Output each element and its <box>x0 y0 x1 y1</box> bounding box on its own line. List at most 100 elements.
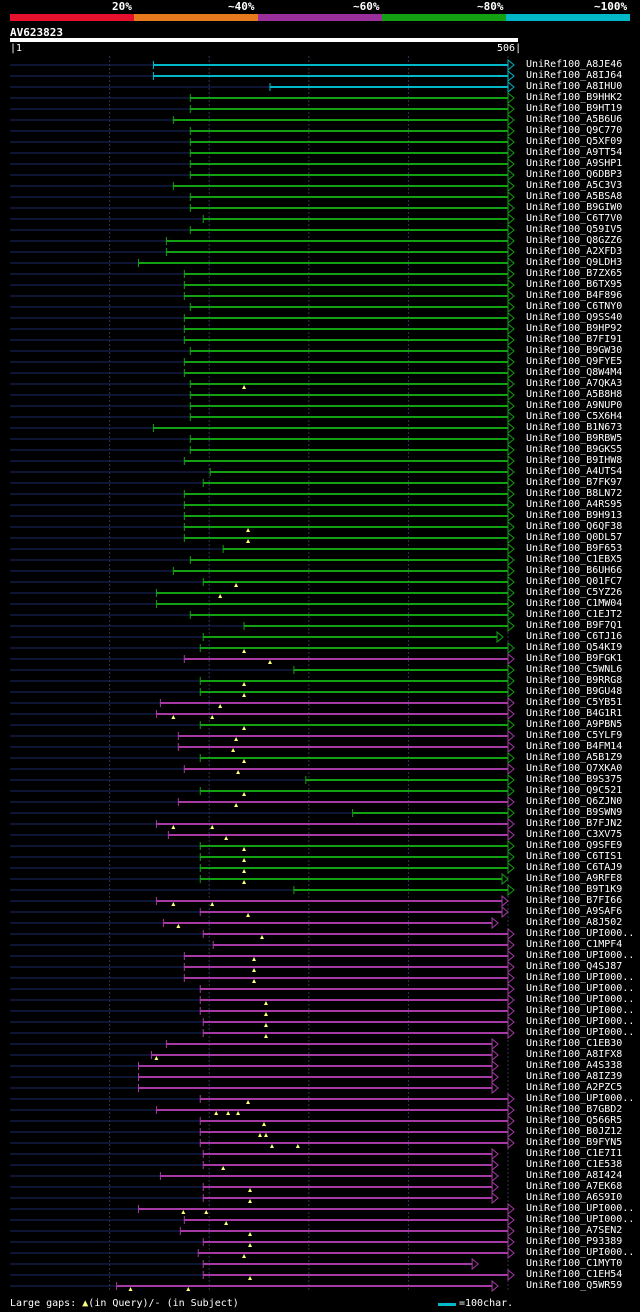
hit-label[interactable]: UniRef100_Q9C521 <box>526 785 623 796</box>
hit-label[interactable]: UniRef100_A8J502 <box>526 917 623 928</box>
hit-label[interactable]: UniRef100_A8I424 <box>526 1170 623 1181</box>
hit-label[interactable]: UniRef100_C3XV75 <box>526 829 623 840</box>
hit-label[interactable]: UniRef100_C6TAJ9 <box>526 862 623 873</box>
hit-label[interactable]: UniRef100_UPI000.. <box>526 1093 635 1104</box>
hit-label[interactable]: UniRef100_C1MYT0 <box>526 1258 623 1269</box>
hit-label[interactable]: UniRef100_C1EJT2 <box>526 609 623 620</box>
hit-label[interactable]: UniRef100_A4UTS4 <box>526 466 623 477</box>
hit-label[interactable]: UniRef100_Q9SS40 <box>526 312 623 323</box>
hit-label[interactable]: UniRef100_UPI000.. <box>526 994 635 1005</box>
hit-label[interactable]: UniRef100_A8IZ39 <box>526 1071 623 1082</box>
hit-label[interactable]: UniRef100_B9GW30 <box>526 345 623 356</box>
hit-label[interactable]: UniRef100_A7SEN2 <box>526 1225 623 1236</box>
hit-label[interactable]: UniRef100_B7ZX65 <box>526 268 623 279</box>
hit-label[interactable]: UniRef100_B6TX95 <box>526 279 623 290</box>
hit-label[interactable]: UniRef100_A5C3V3 <box>526 180 623 191</box>
hit-label[interactable]: UniRef100_C5YLF9 <box>526 730 623 741</box>
hit-label[interactable]: UniRef100_A8JE46 <box>526 59 623 70</box>
hit-label[interactable]: UniRef100_UPI000.. <box>526 928 635 939</box>
hit-label[interactable]: UniRef100_B9S375 <box>526 774 623 785</box>
hit-label[interactable]: UniRef100_B9H913 <box>526 510 623 521</box>
hit-label[interactable]: UniRef100_Q9SFE9 <box>526 840 623 851</box>
hit-label[interactable]: UniRef100_C6TIS1 <box>526 851 623 862</box>
hit-label[interactable]: UniRef100_A7EK68 <box>526 1181 623 1192</box>
hit-label[interactable]: UniRef100_A8IJ64 <box>526 70 623 81</box>
hit-label[interactable]: UniRef100_A5B8H8 <box>526 389 623 400</box>
hit-label[interactable]: UniRef100_B9GU48 <box>526 686 623 697</box>
hit-label[interactable]: UniRef100_A9PBN5 <box>526 719 623 730</box>
hit-label[interactable]: UniRef100_B9FGK1 <box>526 653 623 664</box>
hit-label[interactable]: UniRef100_B4G1R1 <box>526 708 623 719</box>
hit-label[interactable]: UniRef100_Q5WR59 <box>526 1280 623 1291</box>
hit-label[interactable]: UniRef100_P93389 <box>526 1236 623 1247</box>
hit-label[interactable]: UniRef100_UPI000.. <box>526 1247 635 1258</box>
hit-label[interactable]: UniRef100_C1EB30 <box>526 1038 623 1049</box>
hit-label[interactable]: UniRef100_UPI000.. <box>526 1005 635 1016</box>
hit-label[interactable]: UniRef100_Q8GZZ6 <box>526 235 623 246</box>
hit-label[interactable]: UniRef100_UPI000.. <box>526 1027 635 1038</box>
hit-label[interactable]: UniRef100_A5B6U6 <box>526 114 623 125</box>
hit-label[interactable]: UniRef100_A9SHP1 <box>526 158 623 169</box>
hit-label[interactable]: UniRef100_C6T7V0 <box>526 213 623 224</box>
hit-label[interactable]: UniRef100_B9T1K9 <box>526 884 623 895</box>
hit-label[interactable]: UniRef100_B4FM14 <box>526 741 623 752</box>
hit-label[interactable]: UniRef100_C1MW04 <box>526 598 623 609</box>
hit-label[interactable]: UniRef100_A5BSA8 <box>526 191 623 202</box>
hit-label[interactable]: UniRef100_B1N673 <box>526 422 623 433</box>
hit-label[interactable]: UniRef100_A4S338 <box>526 1060 623 1071</box>
hit-label[interactable]: UniRef100_B9HT19 <box>526 103 623 114</box>
hit-label[interactable]: UniRef100_UPI000.. <box>526 983 635 994</box>
hit-label[interactable]: UniRef100_Q6DBP3 <box>526 169 623 180</box>
hit-label[interactable]: UniRef100_C1EH54 <box>526 1269 623 1280</box>
hit-label[interactable]: UniRef100_B7FI66 <box>526 895 623 906</box>
hit-label[interactable]: UniRef100_B9FYN5 <box>526 1137 623 1148</box>
hit-label[interactable]: UniRef100_UPI000.. <box>526 1016 635 1027</box>
hit-label[interactable]: UniRef100_A9RFE8 <box>526 873 623 884</box>
hit-label[interactable]: UniRef100_B9RRG8 <box>526 675 623 686</box>
hit-label[interactable]: UniRef100_A8IHU0 <box>526 81 623 92</box>
hit-label[interactable]: UniRef100_A4RS95 <box>526 499 623 510</box>
hit-label[interactable]: UniRef100_B7FI91 <box>526 334 623 345</box>
hit-label[interactable]: UniRef100_Q9C770 <box>526 125 623 136</box>
hit-label[interactable]: UniRef100_A9SAF6 <box>526 906 623 917</box>
hit-label[interactable]: UniRef100_A6S9I0 <box>526 1192 623 1203</box>
hit-label[interactable]: UniRef100_B7GBD2 <box>526 1104 623 1115</box>
hit-label[interactable]: UniRef100_Q01FC7 <box>526 576 623 587</box>
hit-label[interactable]: UniRef100_C6TNY0 <box>526 301 623 312</box>
hit-label[interactable]: UniRef100_B7FK97 <box>526 477 623 488</box>
hit-label[interactable]: UniRef100_C5YB51 <box>526 697 623 708</box>
hit-label[interactable]: UniRef100_B0JZ12 <box>526 1126 623 1137</box>
hit-label[interactable]: UniRef100_Q9LDH3 <box>526 257 623 268</box>
hit-label[interactable]: UniRef100_Q566R5 <box>526 1115 623 1126</box>
hit-label[interactable]: UniRef100_B9HP92 <box>526 323 623 334</box>
hit-label[interactable]: UniRef100_A7QKA3 <box>526 378 623 389</box>
hit-label[interactable]: UniRef100_A9NUP0 <box>526 400 623 411</box>
hit-label[interactable]: UniRef100_C1E7I1 <box>526 1148 623 1159</box>
hit-label[interactable]: UniRef100_A2PZC5 <box>526 1082 623 1093</box>
hit-label[interactable]: UniRef100_B7FJN2 <box>526 818 623 829</box>
hit-label[interactable]: UniRef100_B9GKS5 <box>526 444 623 455</box>
hit-label[interactable]: UniRef100_Q5XF09 <box>526 136 623 147</box>
hit-label[interactable]: UniRef100_Q7XKA0 <box>526 763 623 774</box>
hit-label[interactable]: UniRef100_UPI000.. <box>526 1214 635 1225</box>
hit-label[interactable]: UniRef100_B9SWN9 <box>526 807 623 818</box>
hit-label[interactable]: UniRef100_C1MPF4 <box>526 939 623 950</box>
hit-label[interactable]: UniRef100_B9F7Q1 <box>526 620 623 631</box>
hit-label[interactable]: UniRef100_UPI000.. <box>526 950 635 961</box>
hit-label[interactable]: UniRef100_B9HHK2 <box>526 92 623 103</box>
hit-label[interactable]: UniRef100_B9F653 <box>526 543 623 554</box>
hit-label[interactable]: UniRef100_C1E538 <box>526 1159 623 1170</box>
hit-label[interactable]: UniRef100_A8IFX8 <box>526 1049 623 1060</box>
hit-label[interactable]: UniRef100_A9TT54 <box>526 147 623 158</box>
hit-label[interactable]: UniRef100_UPI000.. <box>526 1203 635 1214</box>
hit-label[interactable]: UniRef100_B9GIW0 <box>526 202 623 213</box>
hit-label[interactable]: UniRef100_C1EBX5 <box>526 554 623 565</box>
hit-label[interactable]: UniRef100_C5X6H4 <box>526 411 623 422</box>
hit-label[interactable]: UniRef100_A5B1Z9 <box>526 752 623 763</box>
hit-label[interactable]: UniRef100_Q8W4M4 <box>526 367 623 378</box>
hit-label[interactable]: UniRef100_B6UH66 <box>526 565 623 576</box>
hit-label[interactable]: UniRef100_C5YZ26 <box>526 587 623 598</box>
hit-label[interactable]: UniRef100_UPI000.. <box>526 972 635 983</box>
hit-label[interactable]: UniRef100_Q54KI9 <box>526 642 623 653</box>
hit-label[interactable]: UniRef100_Q59IV5 <box>526 224 623 235</box>
